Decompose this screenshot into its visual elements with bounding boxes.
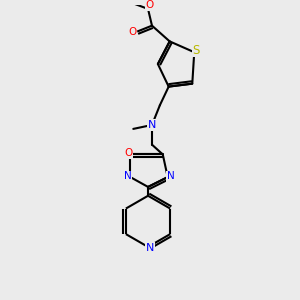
Text: N: N — [124, 171, 131, 181]
Text: S: S — [193, 44, 200, 57]
Text: O: O — [146, 0, 154, 10]
Text: N: N — [148, 120, 156, 130]
Text: O: O — [124, 148, 133, 158]
Text: N: N — [146, 243, 154, 253]
Text: N: N — [167, 171, 175, 181]
Text: O: O — [128, 27, 136, 37]
